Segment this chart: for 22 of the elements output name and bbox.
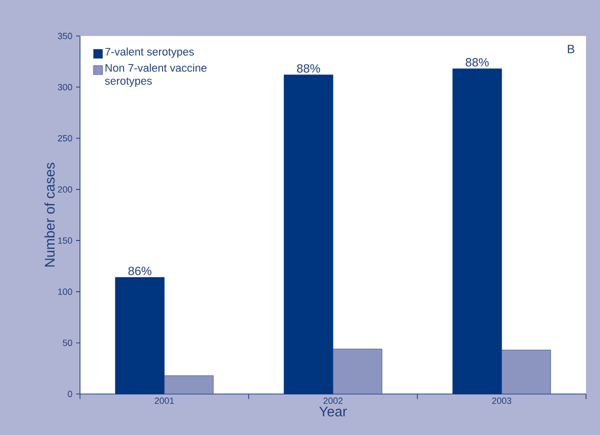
y-tick-label: 200 (58, 186, 72, 193)
y-tick-label: 0 (68, 390, 72, 398)
x-tick-label: 2001 (154, 398, 174, 404)
annotation: 88% (297, 64, 320, 73)
y-axis-title: Number of cases (44, 162, 55, 267)
y-tick-label: 300 (58, 84, 72, 90)
y-tick-label: 50 (62, 340, 72, 346)
bar (115, 277, 165, 394)
annotation: B (568, 44, 574, 54)
legend-label: 7-valent serotypes (105, 48, 194, 58)
y-tick-label: 250 (58, 135, 72, 142)
y-tick-label: 350 (58, 32, 72, 40)
x-tick-label: 2002 (323, 398, 343, 404)
bar (284, 74, 334, 394)
x-axis-title: Year (319, 406, 347, 416)
annotation: 88% (466, 58, 489, 67)
annotation: 86% (128, 266, 152, 276)
y-tick-label: 100 (58, 288, 72, 295)
bar (452, 68, 502, 394)
x-tick-label: 2003 (492, 398, 512, 404)
legend-label: Non 7-valent vaccine serotypes (105, 64, 207, 87)
y-tick-label: 150 (58, 237, 72, 244)
